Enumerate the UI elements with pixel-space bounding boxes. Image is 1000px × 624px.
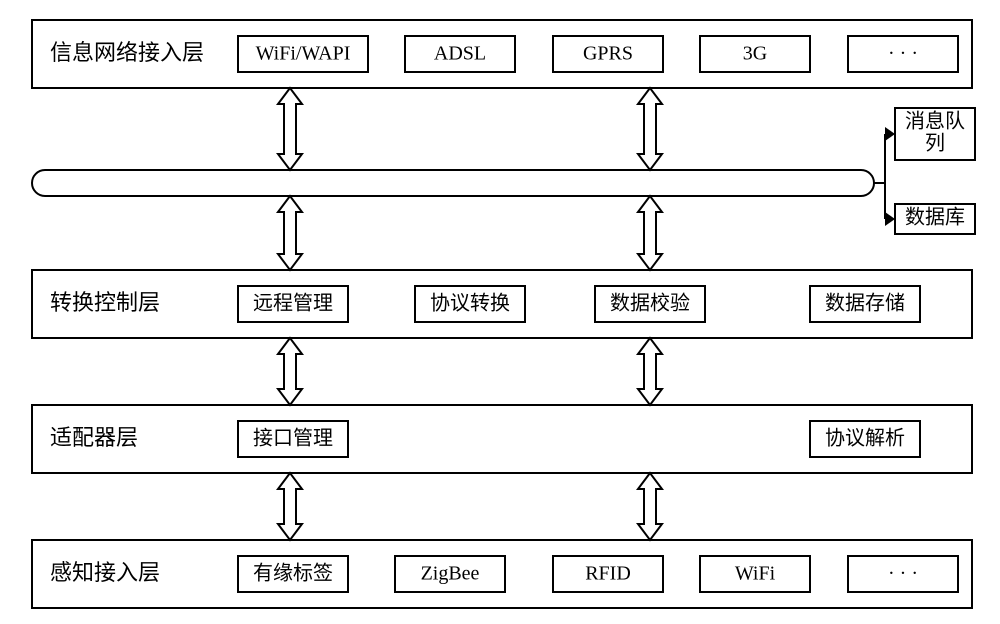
svg-text:接口管理: 接口管理 [253,427,333,450]
svg-text:远程管理: 远程管理 [253,292,333,315]
svg-text:WiFi/WAPI: WiFi/WAPI [256,43,351,65]
svg-text:感知接入层: 感知接入层 [50,560,160,585]
svg-text:数据校验: 数据校验 [610,292,690,315]
svg-text:· · ·: · · · [888,43,918,65]
svg-text:3G: 3G [743,43,767,65]
svg-text:信息网络接入层: 信息网络接入层 [50,40,204,65]
svg-text:列: 列 [925,132,945,155]
svg-text:数据库: 数据库 [905,206,965,229]
svg-text:数据存储: 数据存储 [825,292,905,315]
svg-text:协议解析: 协议解析 [825,427,905,450]
svg-text:协议转换: 协议转换 [430,292,510,315]
svg-text:ZigBee: ZigBee [421,563,480,585]
svg-text:· · ·: · · · [888,563,918,585]
svg-text:转换控制层: 转换控制层 [50,290,160,315]
svg-text:ADSL: ADSL [434,43,486,65]
svg-text:GPRS: GPRS [583,43,633,65]
svg-text:RFID: RFID [585,563,631,585]
svg-text:消息队: 消息队 [905,110,965,133]
svg-text:有缘标签: 有缘标签 [253,562,333,585]
svg-text:WiFi: WiFi [735,563,776,585]
svg-text:适配器层: 适配器层 [50,425,138,450]
